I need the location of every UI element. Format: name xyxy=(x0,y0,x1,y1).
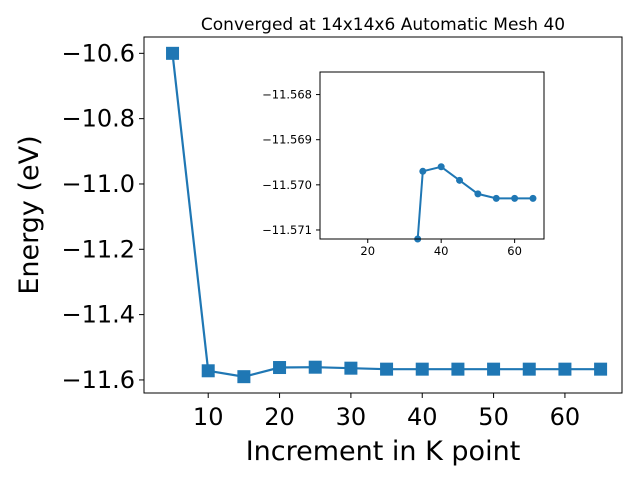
main-x-tick-label: 10 xyxy=(193,403,224,431)
inset-data-point xyxy=(456,176,464,184)
inset-x-tick-label: 60 xyxy=(507,244,522,258)
main-series xyxy=(166,46,608,384)
main-data-point xyxy=(273,361,287,375)
main-data-point xyxy=(308,360,322,374)
inset-data-point xyxy=(529,194,537,202)
chart-title: Converged at 14x14x6 Automatic Mesh 40 xyxy=(201,15,565,35)
main-plot-frame xyxy=(143,36,623,394)
inset-y-tick-label: −11.568 xyxy=(262,88,312,102)
main-y-tick-label: −11.2 xyxy=(61,235,135,263)
main-y-tick-label: −11.0 xyxy=(61,170,135,198)
inset-y-ticks: −11.571 −11.570 −11.569 −11.568 xyxy=(262,88,320,237)
main-data-point xyxy=(594,362,608,376)
x-axis-label: Increment in K point xyxy=(246,436,521,467)
inset-series xyxy=(414,163,537,243)
main-y-tick-label: −10.6 xyxy=(61,39,135,67)
inset-data-point xyxy=(492,194,500,202)
inset-data-point xyxy=(474,190,482,198)
main-x-tick-label: 20 xyxy=(264,403,295,431)
main-x-tick-label: 40 xyxy=(407,403,438,431)
main-data-point xyxy=(522,362,536,376)
main-data-point xyxy=(166,46,180,60)
main-y-ticks: −10.6 −10.8 −11.0 −11.2 −11.4 −11.6 xyxy=(61,39,144,394)
main-x-tick-label: 50 xyxy=(478,403,509,431)
main-y-tick-label: −11.4 xyxy=(61,301,135,329)
inset-y-tick-label: −11.570 xyxy=(262,178,312,192)
inset-y-tick-label: −11.569 xyxy=(262,133,312,147)
main-y-tick-label: −10.8 xyxy=(61,105,135,133)
main-data-point xyxy=(237,370,251,384)
inset-x-tick-label: 40 xyxy=(434,244,449,258)
main-x-tick-label: 60 xyxy=(550,403,581,431)
main-y-tick-label: −11.6 xyxy=(61,366,135,394)
main-data-point xyxy=(344,361,358,375)
inset-plot-frame xyxy=(319,71,545,240)
inset-x-ticks: 20 40 60 xyxy=(360,239,522,258)
main-data-point xyxy=(201,364,215,378)
inset-data-point xyxy=(437,163,445,171)
inset-data-point xyxy=(419,167,427,175)
main-data-point xyxy=(558,362,572,376)
inset-data-point xyxy=(511,194,519,202)
inset-y-tick-label: −11.571 xyxy=(262,223,312,237)
main-data-point xyxy=(380,362,394,376)
inset-axes: 20 40 60 −11.571 −11.570 −11.569 −11.568 xyxy=(262,71,545,258)
y-axis-label: Energy (eV) xyxy=(14,135,45,294)
inset-background xyxy=(320,72,544,239)
main-x-ticks: 10 20 30 40 50 60 xyxy=(193,393,580,431)
main-data-point xyxy=(451,362,465,376)
main-data-point xyxy=(415,362,429,376)
main-data-point xyxy=(487,362,501,376)
main-x-tick-label: 30 xyxy=(336,403,367,431)
inset-x-tick-label: 20 xyxy=(360,244,375,258)
main-axes: 10 20 30 40 50 60 −10.6−10.8−11.0−11.2−11.4−1… xyxy=(14,15,623,467)
